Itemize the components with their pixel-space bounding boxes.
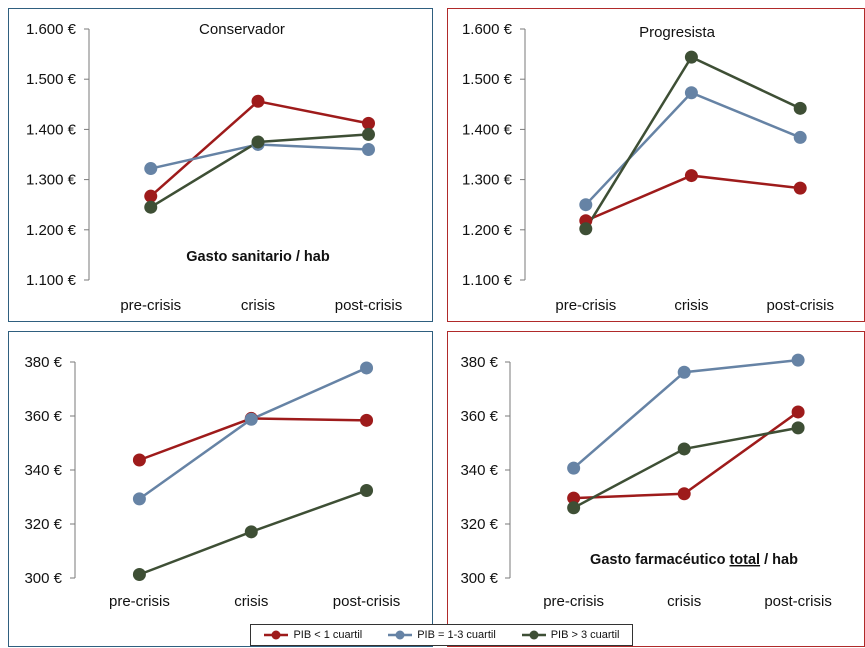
data-point xyxy=(144,189,158,203)
data-point xyxy=(132,492,146,506)
series-line xyxy=(585,174,801,222)
y-tick-label: 300 € xyxy=(24,570,62,587)
x-tick-label: crisis xyxy=(234,593,268,610)
x-tick-label: post-crisis xyxy=(764,593,832,610)
y-tick-label: 1.200 € xyxy=(462,222,513,239)
data-point xyxy=(360,484,374,498)
y-tick-label: 1.100 € xyxy=(26,272,77,289)
y-tick-label: 1.500 € xyxy=(462,71,513,88)
annotation-part: Gasto farmacéutico xyxy=(590,552,729,568)
chart-title: Conservador xyxy=(199,21,285,38)
x-tick-label: pre-crisis xyxy=(543,593,604,610)
data-point xyxy=(132,453,146,467)
y-tick-label: 360 € xyxy=(24,408,62,425)
data-point xyxy=(244,412,258,426)
data-point xyxy=(360,413,374,427)
data-point xyxy=(362,142,375,156)
data-point xyxy=(360,361,374,375)
y-tick-label: 1.600 € xyxy=(462,21,513,38)
chart-panel-conservador-sanitario: 1.600 € 1.500 € 1.400 € 1.300 € 1.200 € 1.100… xyxy=(8,8,433,322)
legend-label: PIB = 1-3 cuartil xyxy=(417,629,496,641)
y-tick-label: 340 € xyxy=(460,462,498,479)
data-point xyxy=(684,169,698,183)
y-tick-label: 1.600 € xyxy=(26,21,77,38)
legend-item: PIB = 1-3 cuartil xyxy=(387,629,496,641)
data-point xyxy=(567,461,581,475)
legend-label: PIB < 1 cuartil xyxy=(293,629,363,641)
y-tick-label: 380 € xyxy=(460,354,498,371)
chart-title: Progresista xyxy=(639,24,716,41)
data-point xyxy=(362,116,375,130)
data-point xyxy=(791,421,805,435)
data-point xyxy=(677,365,691,379)
data-point xyxy=(144,162,158,176)
legend-label: PIB > 3 cuartil xyxy=(550,629,620,641)
y-tick-label: 320 € xyxy=(24,516,62,533)
data-point xyxy=(244,525,258,539)
chart-svg: 1.600 € 1.500 € 1.400 € 1.300 € 1.200 € 1.100… xyxy=(462,21,834,314)
y-tick-label: 1.400 € xyxy=(462,121,513,138)
series-line xyxy=(584,55,801,230)
x-tick-label: post-crisis xyxy=(335,297,403,314)
data-point xyxy=(684,86,698,100)
legend-item: PIB < 1 cuartil xyxy=(263,629,362,641)
data-point xyxy=(793,130,807,144)
chart-annotation: Gasto sanitario / hab xyxy=(186,249,330,265)
x-tick-label: pre-crisis xyxy=(120,297,181,314)
series-line xyxy=(584,91,801,206)
data-point xyxy=(144,200,158,214)
legend-marker xyxy=(271,630,281,640)
legend-marker xyxy=(529,630,539,640)
chart-panel-conservador-farmaceutico: 380 € 360 € 340 € 320 € 300 € pre-crisis crisi… xyxy=(8,331,433,647)
y-tick-label: 1.200 € xyxy=(26,222,77,239)
annotation-underlined-word: total xyxy=(729,552,760,568)
x-tick-label: post-crisis xyxy=(333,593,401,610)
x-tick-label: pre-crisis xyxy=(109,593,170,610)
legend-item: PIB > 3 cuartil xyxy=(521,629,620,641)
legend-swatch xyxy=(388,630,413,640)
chart-svg: 1.600 € 1.500 € 1.400 € 1.300 € 1.200 € 1.100… xyxy=(26,21,403,314)
chart-legend: PIB < 1 cuartil PIB = 1-3 cuartil PIB > … xyxy=(250,624,633,646)
legend-swatch xyxy=(264,630,289,640)
data-point xyxy=(684,50,698,64)
x-tick-label: post-crisis xyxy=(766,297,834,314)
chart-svg: 380 € 360 € 340 € 320 € 300 € pre-crisis crisi… xyxy=(24,354,401,610)
legend-swatch xyxy=(521,630,546,640)
data-point xyxy=(251,135,265,149)
x-tick-label: pre-crisis xyxy=(555,297,616,314)
x-tick-label: crisis xyxy=(674,297,708,314)
y-tick-label: 340 € xyxy=(24,462,62,479)
legend-marker xyxy=(395,630,405,640)
chart-annotation: Gasto farmacéutico total / hab xyxy=(590,552,798,568)
data-point xyxy=(567,491,581,505)
data-point xyxy=(567,501,581,515)
data-point xyxy=(251,94,265,108)
y-tick-label: 320 € xyxy=(460,516,498,533)
data-point xyxy=(362,127,375,141)
data-point xyxy=(579,222,593,236)
data-point xyxy=(677,487,691,501)
y-tick-label: 1.300 € xyxy=(462,172,513,189)
y-tick-label: 300 € xyxy=(460,570,498,587)
data-point xyxy=(132,567,146,581)
chart-panel-progresista-farmaceutico: 380 € 360 € 340 € 320 € 300 € pre-crisis crisi… xyxy=(447,331,865,647)
series-line xyxy=(138,366,368,500)
y-tick-label: 1.300 € xyxy=(26,172,77,189)
annotation-part: / hab xyxy=(760,552,798,568)
data-point xyxy=(579,198,593,212)
y-tick-label: 1.500 € xyxy=(26,71,77,88)
data-point xyxy=(793,101,807,115)
chart-svg: 380 € 360 € 340 € 320 € 300 € pre-crisis crisi… xyxy=(460,353,832,610)
x-tick-label: crisis xyxy=(241,297,275,314)
y-tick-label: 360 € xyxy=(460,408,498,425)
chart-panel-progresista-sanitario: 1.600 € 1.500 € 1.400 € 1.300 € 1.200 € 1.100… xyxy=(447,8,865,322)
y-tick-label: 1.100 € xyxy=(462,272,513,289)
y-tick-label: 1.400 € xyxy=(26,121,77,138)
data-point xyxy=(791,353,805,367)
data-point xyxy=(677,442,691,456)
x-tick-label: crisis xyxy=(667,593,701,610)
data-point xyxy=(791,405,805,419)
data-point xyxy=(793,181,807,195)
y-tick-label: 380 € xyxy=(24,354,62,371)
